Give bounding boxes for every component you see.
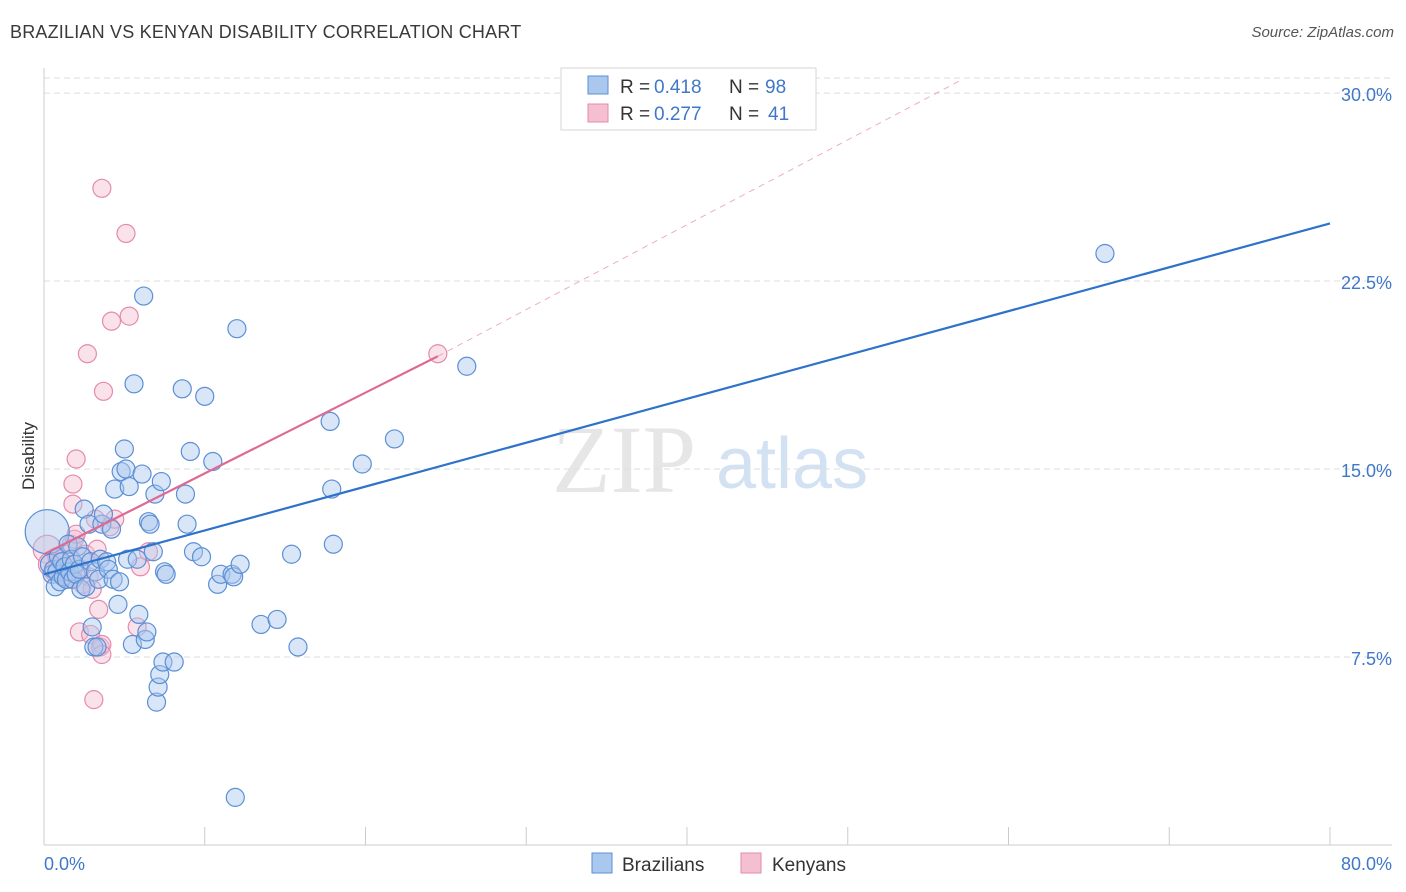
- brazilians-point: [225, 787, 245, 807]
- brazilians-trend-line: [43, 222, 1331, 576]
- source-label: Source: ZipAtlas.com: [1251, 24, 1394, 41]
- brazilians-point: [191, 547, 212, 567]
- y-tick-label: 7.5%: [1351, 649, 1392, 669]
- brazilians-point: [164, 652, 184, 672]
- brazilians-point: [97, 552, 117, 572]
- y-tick-label: 15.0%: [1341, 461, 1392, 481]
- brazilians-point: [352, 454, 372, 474]
- brazilians-point: [134, 286, 154, 306]
- y-axis-label: Disability: [19, 421, 38, 490]
- brazilians-point: [195, 386, 215, 406]
- brazilians-point: [203, 451, 223, 472]
- bottom-legend-label-brazilians: Brazilians: [622, 855, 704, 876]
- x-axis-ticks: [43, 827, 1331, 845]
- legend-n-value-2: 41: [768, 104, 789, 125]
- brazilians-point: [127, 549, 147, 569]
- watermark-zip: ZIP: [552, 406, 696, 513]
- legend-r-value-2: 0.277: [654, 104, 702, 125]
- brazilians-point: [143, 542, 163, 562]
- kenyans-point: [119, 306, 139, 326]
- kenyans-point: [69, 622, 89, 642]
- watermark-atlas: atlas: [716, 424, 868, 504]
- brazilians-point: [251, 614, 271, 635]
- y-axis-tick-labels: 7.5% 15.0% 22.5% 30.0%: [1341, 85, 1392, 669]
- brazilians-point: [288, 637, 308, 657]
- brazilians-point: [320, 411, 340, 432]
- brazilians-point: [230, 554, 250, 574]
- legend-swatch-pink: [587, 103, 609, 123]
- brazilians-point: [146, 692, 167, 712]
- kenyans-point: [89, 599, 109, 619]
- brazilians-point: [177, 514, 197, 534]
- brazilians-point: [175, 484, 196, 504]
- kenyans-point: [77, 344, 98, 364]
- legend-n-label-2: N =: [729, 104, 759, 125]
- kenyans-point: [116, 223, 136, 244]
- brazilians-points: [24, 243, 1115, 807]
- kenyans-point: [92, 178, 112, 198]
- brazilians-point: [108, 594, 128, 614]
- brazilians-point: [114, 439, 134, 459]
- y-tick-label: 30.0%: [1341, 85, 1392, 105]
- brazilians-point: [122, 634, 143, 655]
- brazilians-point: [1095, 243, 1115, 264]
- brazilians-point: [87, 637, 107, 657]
- brazilians-point: [150, 664, 170, 685]
- legend-r-label-1: R =: [620, 77, 650, 98]
- brazilians-point: [117, 549, 138, 569]
- brazilians-point: [109, 572, 130, 592]
- brazilians-point: [323, 534, 343, 554]
- brazilians-point: [281, 544, 302, 564]
- brazilians-point: [124, 374, 144, 394]
- brazilians-point: [224, 567, 244, 587]
- x-tick-label-max: 80.0%: [1341, 854, 1392, 874]
- brazilians-point: [129, 604, 149, 625]
- brazilians-point: [227, 319, 247, 339]
- brazilians-point: [457, 356, 477, 376]
- brazilians-point: [74, 499, 94, 519]
- x-tick-label-min: 0.0%: [44, 854, 85, 874]
- legend-r-value-1: 0.418: [654, 77, 702, 98]
- bottom-legend-label-kenyans: Kenyans: [772, 855, 846, 876]
- brazilians-point: [140, 514, 160, 534]
- kenyans-point: [63, 474, 83, 494]
- brazilians-point: [137, 622, 157, 642]
- brazilians-point: [116, 459, 136, 479]
- brazilians-point: [82, 617, 102, 637]
- series-legend: Brazilians Kenyans: [591, 852, 846, 876]
- kenyans-point: [93, 381, 114, 401]
- bottom-legend-swatch-brazilians: [591, 852, 613, 874]
- brazilians-point: [153, 652, 173, 672]
- brazilians-point: [384, 429, 405, 449]
- brazilians-point: [98, 559, 118, 579]
- kenyans-trend-line: [43, 355, 439, 556]
- legend-n-label-1: N =: [729, 77, 759, 98]
- kenyans-point: [101, 311, 122, 331]
- brazilians-point: [135, 629, 155, 650]
- brazilians-point: [119, 476, 139, 497]
- y-tick-label: 22.5%: [1341, 273, 1392, 293]
- brazilians-point: [89, 569, 109, 589]
- kenyans-point: [63, 494, 83, 514]
- legend-r-label-2: R =: [620, 104, 650, 125]
- correlation-legend: R = 0.418 N = 98 R = 0.277 N = 41: [560, 67, 817, 131]
- legend-n-value-1: 98: [765, 77, 786, 98]
- brazilians-point: [180, 441, 200, 462]
- bottom-legend-swatch-kenyans: [740, 852, 762, 874]
- brazilians-point: [156, 564, 176, 584]
- legend-swatch-blue: [587, 75, 609, 95]
- brazilians-point: [105, 479, 125, 499]
- chart-title: BRAZILIAN VS KENYAN DISABILITY CORRELATI…: [10, 22, 522, 42]
- brazilians-point: [132, 464, 152, 484]
- brazilians-point: [267, 609, 287, 630]
- kenyans-point: [66, 449, 86, 469]
- brazilians-point: [151, 471, 171, 492]
- kenyans-point: [84, 690, 104, 710]
- trend-lines: [43, 80, 1331, 576]
- brazilians-point: [172, 379, 192, 399]
